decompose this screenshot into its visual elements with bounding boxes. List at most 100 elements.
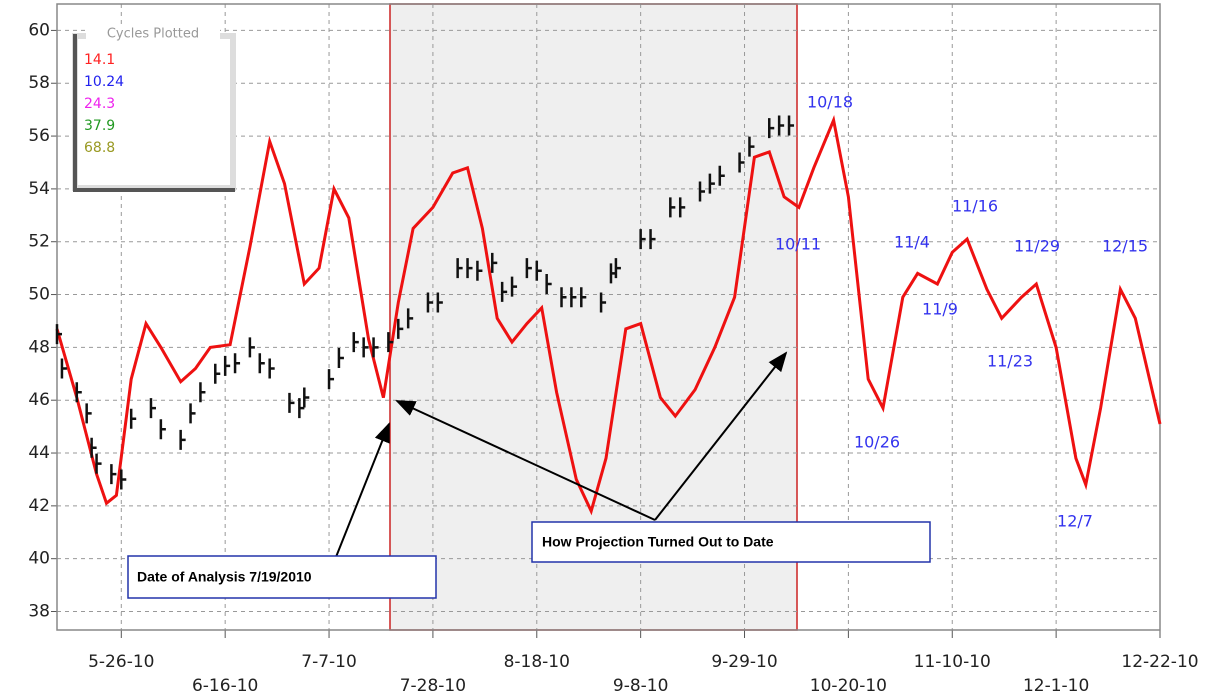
x-tick-label: 7-28-10: [400, 676, 466, 696]
arrow: [654, 351, 788, 521]
callout-box: [127, 555, 437, 599]
price-bar: [362, 337, 369, 358]
date-annotation: 12/15: [1102, 237, 1148, 256]
date-annotation: 10/11: [775, 235, 821, 254]
price-bar: [149, 398, 156, 419]
x-tick-label: 12-22-10: [1121, 652, 1198, 672]
price-bar: [599, 292, 607, 313]
price-bar: [159, 419, 166, 440]
price-bar: [436, 292, 443, 313]
price-bar: [426, 292, 433, 313]
price-bar: [500, 281, 508, 302]
price-bar: [669, 197, 676, 218]
price-bar: [787, 115, 795, 136]
price-bar: [372, 337, 379, 358]
legend-entry: 10.24: [84, 74, 124, 90]
price-bar: [55, 324, 62, 345]
price-bar: [298, 398, 305, 419]
arrow: [395, 400, 656, 521]
price-bar: [110, 464, 117, 485]
price-bar: [698, 181, 706, 202]
y-tick-label: 54: [28, 179, 50, 199]
callout-text: Date of Analysis 7/19/2010: [137, 569, 312, 585]
x-tick-label: 9-8-10: [613, 676, 669, 696]
price-bar: [397, 318, 404, 339]
price-bar: [120, 469, 127, 490]
price-bar: [258, 353, 265, 374]
legend-entry: 14.1: [84, 52, 115, 68]
price-bar: [456, 258, 463, 279]
price-bar: [95, 453, 102, 474]
y-tick-label: 44: [28, 443, 50, 463]
price-bar: [199, 382, 206, 403]
price-bar: [352, 332, 359, 353]
x-tick-label: 12-1-10: [1023, 676, 1089, 696]
price-bar: [303, 387, 310, 408]
price-bar: [387, 332, 394, 353]
x-tick-label: 7-7-10: [301, 652, 357, 672]
date-annotation: 10/18: [807, 93, 853, 112]
date-annotation: 11/4: [894, 233, 930, 252]
price-bar: [60, 358, 67, 379]
y-tick-label: 38: [28, 602, 50, 622]
legend-shadow: [73, 34, 235, 192]
price-bar: [327, 369, 335, 390]
price-bar: [179, 429, 186, 450]
price-bar: [214, 363, 221, 384]
price-bar: [649, 229, 656, 250]
date-annotation: 11/29: [1014, 237, 1060, 256]
callout-text: How Projection Turned Out to Date: [542, 534, 774, 550]
x-tick-label: 11-10-10: [914, 652, 991, 672]
price-bar: [708, 173, 715, 194]
x-tick-label: 10-20-10: [810, 676, 887, 696]
price-bar: [233, 353, 241, 374]
price-bar: [580, 287, 587, 308]
price-bar: [614, 258, 621, 279]
legend-title: Cycles Plotted: [107, 27, 199, 42]
date-annotation: 10/26: [854, 433, 900, 452]
price-bar: [510, 276, 518, 297]
price-bar: [525, 258, 532, 279]
legend-entry: 24.3: [84, 96, 115, 112]
legend-entry: 37.9: [84, 118, 115, 134]
price-bar: [570, 287, 577, 308]
price-bar: [777, 115, 785, 136]
price-bar: [560, 287, 567, 308]
price-bar: [223, 355, 231, 376]
price-bar: [768, 118, 775, 139]
y-tick-label: 56: [28, 126, 50, 146]
date-annotation: 11/16: [952, 197, 998, 216]
price-bar: [337, 347, 344, 368]
y-tick-label: 46: [28, 390, 50, 410]
price-bar: [248, 337, 255, 358]
legend-entry: 68.8: [84, 140, 115, 156]
y-tick-label: 58: [28, 73, 50, 93]
date-annotation: 11/9: [922, 300, 958, 319]
date-annotation: 12/7: [1057, 512, 1093, 531]
y-tick-label: 52: [28, 232, 50, 252]
callout-box: [531, 521, 931, 563]
price-bar: [90, 437, 97, 458]
price-bar: [189, 403, 196, 424]
plot-frame: [56, 3, 1161, 631]
price-bar: [466, 258, 473, 279]
price-bar: [748, 136, 755, 157]
legend-title-bg: [86, 25, 220, 41]
y-tick-label: 50: [28, 285, 50, 305]
price-bar: [491, 252, 498, 273]
price-bar: [85, 403, 92, 424]
price-bar: [288, 392, 295, 413]
cycle-line: [55, 115, 1162, 516]
price-bar: [406, 308, 414, 329]
x-tick-label: 8-18-10: [504, 652, 570, 672]
x-tick-label: 9-29-10: [711, 652, 777, 672]
price-bar: [545, 273, 552, 294]
y-tick-label: 60: [28, 20, 50, 40]
price-bar: [678, 197, 686, 218]
date-annotation: 11/23: [987, 352, 1033, 371]
price-bar: [718, 165, 725, 186]
price-bar: [129, 408, 137, 429]
price-bar: [268, 358, 275, 379]
y-tick-label: 40: [28, 549, 50, 569]
